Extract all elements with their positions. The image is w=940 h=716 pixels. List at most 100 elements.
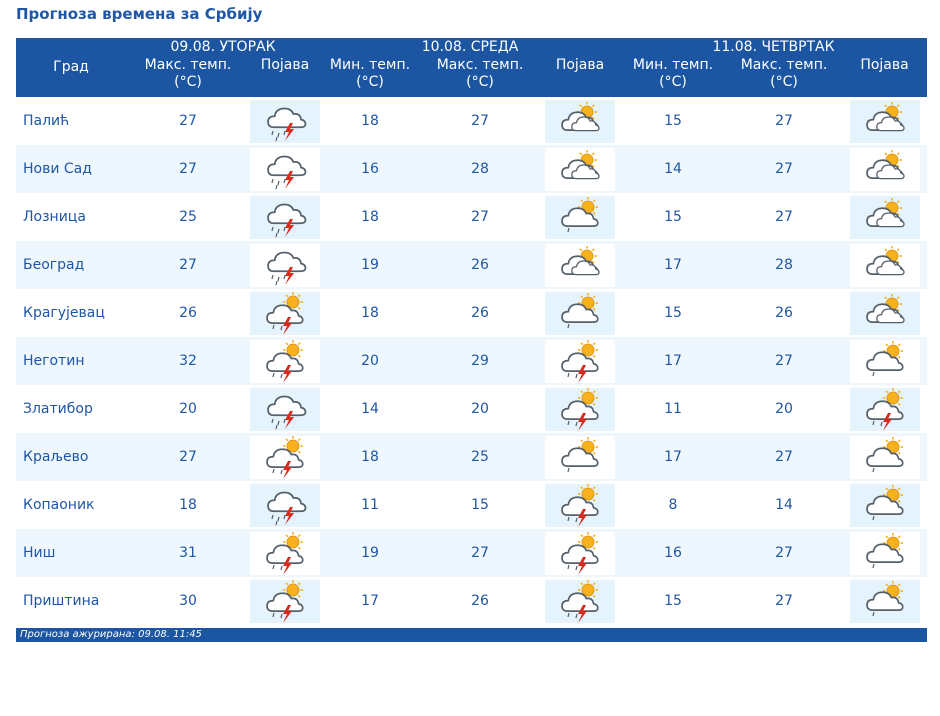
unit-label: (°C) <box>659 74 687 90</box>
day2-phenomenon-header: Појава <box>540 57 621 97</box>
unit-label: (°C) <box>356 74 384 90</box>
day3-weather-icon-cell <box>842 193 928 241</box>
day3-min-temp: 17 <box>620 433 727 481</box>
day1-weather-icon-cell <box>250 97 321 145</box>
update-text: Прогноза ажурирана: 09.08. 11:45 <box>20 629 202 640</box>
day3-weather-icon-cell <box>842 289 928 337</box>
day2-max-temp: 20 <box>420 385 541 433</box>
city-name: Златибор <box>16 385 126 433</box>
day2-max-temp: 28 <box>420 145 541 193</box>
sun-thunderstorm-icon <box>545 531 616 575</box>
day2-min-temp: 18 <box>320 289 421 337</box>
day3-min-temp: 11 <box>620 385 727 433</box>
day2-header: 10.08. СРЕДА <box>320 38 621 57</box>
day3-max-temp: 27 <box>726 337 843 385</box>
day1-max-temp: 27 <box>126 97 250 145</box>
day3-weather-icon-cell <box>842 385 928 433</box>
city-name: Нови Сад <box>16 145 126 193</box>
day1-header: 09.08. УТОРАК <box>126 38 321 57</box>
day1-max-temp: 30 <box>126 577 250 625</box>
partly-cloudy-icon <box>849 195 920 239</box>
table-row: Палић 27 18 27 15 27 <box>16 97 928 145</box>
day2-min-temp: 14 <box>320 385 421 433</box>
day3-weather-icon-cell <box>842 241 928 289</box>
day3-min-temp: 14 <box>620 145 727 193</box>
max-temp-label: Макс. темп. <box>436 57 524 73</box>
day1-weather-icon-cell <box>250 337 321 385</box>
partly-cloudy-shower-icon <box>849 339 920 383</box>
table-row: Приштина 30 17 26 15 27 <box>16 577 928 625</box>
partly-cloudy-icon <box>849 99 920 143</box>
day2-min-temp: 19 <box>320 241 421 289</box>
city-name: Београд <box>16 241 126 289</box>
sun-thunderstorm-icon <box>545 339 616 383</box>
partly-cloudy-icon <box>545 243 616 287</box>
day2-min-temp: 18 <box>320 97 421 145</box>
day2-max-temp: 27 <box>420 97 541 145</box>
day2-weather-icon-cell <box>540 145 621 193</box>
sun-thunderstorm-icon <box>545 387 616 431</box>
sun-thunderstorm-icon <box>250 435 320 479</box>
day2-weather-icon-cell <box>540 241 621 289</box>
day3-max-temp: 27 <box>726 433 843 481</box>
day3-weather-icon-cell <box>842 145 928 193</box>
table-row: Београд 27 19 26 17 28 <box>16 241 928 289</box>
day3-weather-icon-cell <box>842 481 928 529</box>
day3-weather-icon-cell <box>842 97 928 145</box>
unit-label: (°C) <box>466 74 494 90</box>
day3-max-temp: 14 <box>726 481 843 529</box>
day3-min-temp: 17 <box>620 241 727 289</box>
day2-max-temp-header: Макс. темп. (°C) <box>420 57 541 97</box>
day1-max-temp: 25 <box>126 193 250 241</box>
day2-min-temp: 11 <box>320 481 421 529</box>
thunderstorm-cloud-icon <box>250 99 320 143</box>
day3-weather-icon-cell <box>842 577 928 625</box>
sun-thunderstorm-icon <box>250 531 320 575</box>
day2-min-temp: 18 <box>320 433 421 481</box>
day2-weather-icon-cell <box>540 577 621 625</box>
update-footer: Прогноза ажурирана: 09.08. 11:45 <box>16 628 927 642</box>
day2-weather-icon-cell <box>540 385 621 433</box>
thunderstorm-cloud-icon <box>250 195 320 239</box>
table-row: Крагујевац 26 18 26 15 26 <box>16 289 928 337</box>
table-row: Краљево 27 18 25 17 27 <box>16 433 928 481</box>
page-title: Прогноза времена за Србију <box>16 5 263 23</box>
day2-max-temp: 29 <box>420 337 541 385</box>
partly-cloudy-shower-icon <box>849 483 920 527</box>
forecast-rows: Палић 27 18 27 15 27 Нови Сад 27 16 28 14 27 Лозница… <box>16 97 928 625</box>
day1-weather-icon-cell <box>250 577 321 625</box>
day1-max-temp: 27 <box>126 433 250 481</box>
sun-thunderstorm-icon <box>545 579 616 623</box>
day2-min-temp-header: Мин. темп. (°C) <box>320 57 421 97</box>
day2-weather-icon-cell <box>540 289 621 337</box>
day2-min-temp: 16 <box>320 145 421 193</box>
day1-weather-icon-cell <box>250 241 321 289</box>
table-row: Златибор 20 14 20 11 20 <box>16 385 928 433</box>
max-temp-label: Макс. темп. <box>144 57 232 73</box>
unit-label: (°C) <box>174 74 202 90</box>
thunderstorm-cloud-icon <box>250 387 320 431</box>
partly-cloudy-icon <box>849 243 920 287</box>
partly-cloudy-shower-icon <box>545 291 616 335</box>
min-temp-label: Мин. темп. <box>329 57 411 73</box>
day3-min-temp: 15 <box>620 193 727 241</box>
day1-max-temp: 27 <box>126 241 250 289</box>
day1-weather-icon-cell <box>250 385 321 433</box>
day2-weather-icon-cell <box>540 529 621 577</box>
day1-max-temp: 18 <box>126 481 250 529</box>
day1-max-temp: 31 <box>126 529 250 577</box>
day3-min-temp: 8 <box>620 481 727 529</box>
day1-weather-icon-cell <box>250 433 321 481</box>
partly-cloudy-shower-icon <box>849 435 920 479</box>
day1-max-temp-header: Макс. темп. (°C) <box>126 57 250 97</box>
day3-weather-icon-cell <box>842 433 928 481</box>
day3-min-temp: 15 <box>620 97 727 145</box>
sun-thunderstorm-icon <box>250 291 320 335</box>
partly-cloudy-icon <box>849 291 920 335</box>
day3-min-temp: 15 <box>620 577 727 625</box>
day3-min-temp-header: Мин. темп. (°C) <box>620 57 727 97</box>
forecast-table: Град 09.08. УТОРАК 10.08. СРЕДА 11.08. Ч… <box>16 38 928 625</box>
city-column-header: Град <box>16 38 126 97</box>
city-name: Лозница <box>16 193 126 241</box>
thunderstorm-cloud-icon <box>250 243 320 287</box>
